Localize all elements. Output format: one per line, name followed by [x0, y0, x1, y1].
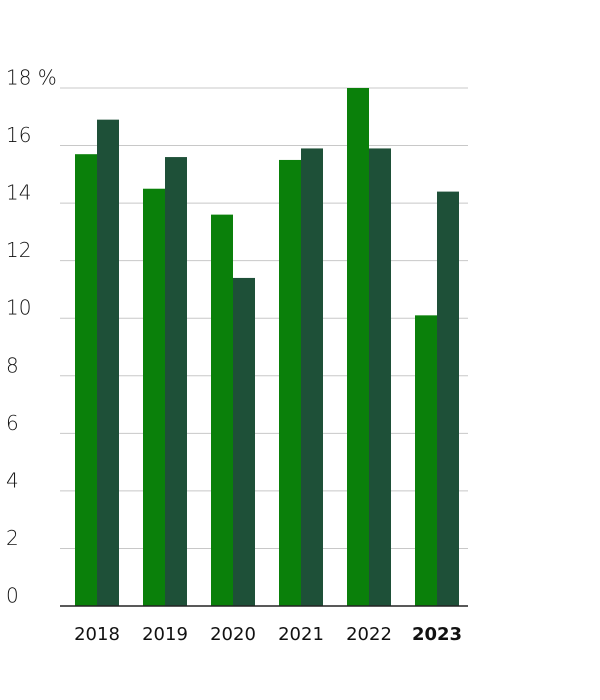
- y-tick-label: 4: [6, 468, 19, 492]
- bar: [75, 154, 97, 606]
- y-tick-label: 12: [6, 238, 31, 262]
- x-tick-label: 2021: [278, 624, 324, 645]
- x-tick-label: 2023: [412, 624, 462, 645]
- x-tick-label: 2020: [210, 624, 256, 645]
- bar: [415, 315, 437, 606]
- x-tick-label: 2022: [346, 624, 392, 645]
- bar: [233, 277, 255, 606]
- bar: [97, 119, 119, 607]
- y-tick-label: 10: [6, 296, 31, 320]
- y-tick-label: 16: [6, 123, 31, 147]
- x-tick-label: 2019: [142, 624, 188, 645]
- bar: [347, 88, 369, 606]
- bar: [369, 148, 391, 606]
- bar: [143, 188, 165, 606]
- y-tick-label: 2: [6, 526, 19, 550]
- bar: [437, 191, 459, 606]
- y-tick-label: 18 %: [6, 66, 57, 90]
- y-tick-label: 6: [6, 411, 19, 435]
- x-tick-label: 2018: [74, 624, 120, 645]
- bar: [165, 157, 187, 607]
- bar: [301, 148, 323, 606]
- bar: [211, 214, 233, 606]
- y-tick-label: 0: [6, 584, 19, 608]
- bar: [279, 159, 301, 606]
- y-tick-label: 14: [6, 181, 31, 205]
- y-tick-label: 8: [6, 353, 19, 377]
